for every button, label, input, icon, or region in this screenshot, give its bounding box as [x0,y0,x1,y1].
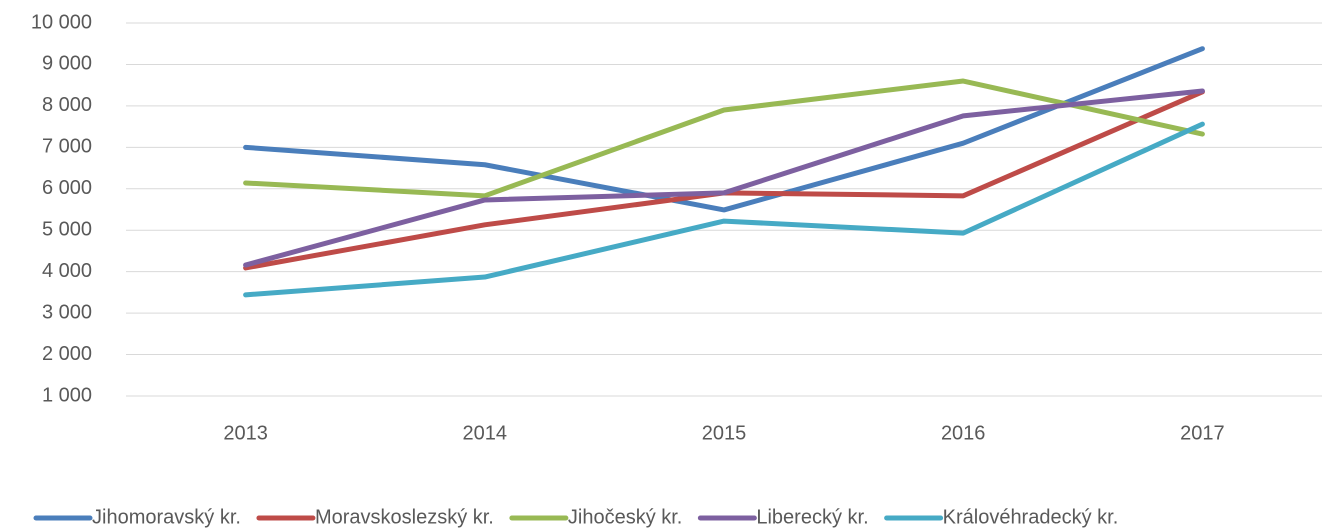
y-tick-label: 10 000 [31,11,92,33]
x-tick-label: 2015 [702,422,747,444]
legend-label: Moravskoslezský kr. [315,506,494,528]
series-line [243,121,1205,298]
legend-label: Královéhradecký kr. [943,506,1119,528]
series-line [243,46,1205,213]
legend-label: Jihomoravský kr. [92,506,241,528]
x-tick-label: 2014 [463,422,508,444]
y-tick-label: 4 000 [42,260,92,282]
x-tick-label: 2016 [941,422,986,444]
series-line [243,89,1205,271]
y-tick-label: 6 000 [42,177,92,199]
y-tick-label: 3 000 [42,301,92,323]
y-tick-label: 9 000 [42,53,92,75]
y-tick-label: 5 000 [42,219,92,241]
y-tick-label: 2 000 [42,343,92,365]
series-line [243,88,1205,268]
y-tick-label: 1 000 [42,384,92,406]
y-tick-label: 8 000 [42,94,92,116]
legend-label: Jihočeský kr. [568,506,682,528]
x-tick-label: 2017 [1180,422,1225,444]
legend-label: Liberecký kr. [756,506,868,528]
y-tick-label: 7 000 [42,136,92,158]
series-line [243,78,1205,199]
x-tick-label: 2013 [223,422,268,444]
